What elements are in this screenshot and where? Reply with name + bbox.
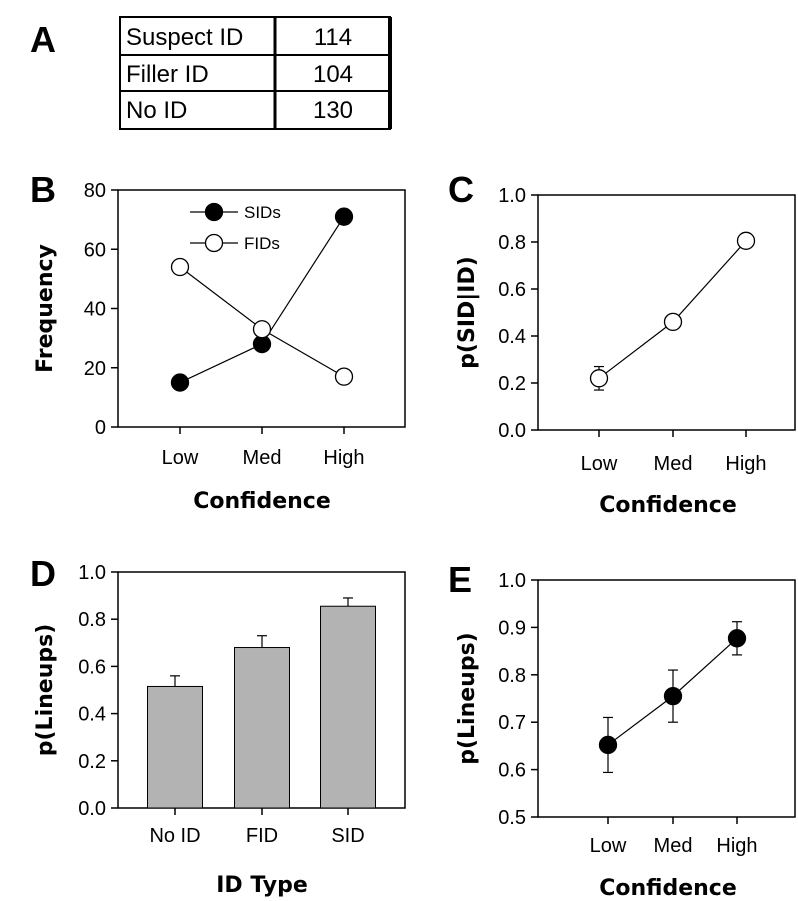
y-tick-label: 0.8 [498, 232, 526, 254]
x-tick-label: Med [654, 453, 693, 475]
panel-letter-d: D [30, 553, 56, 594]
table-row-value: 104 [313, 61, 353, 88]
y-axis-title: p(Lineups) [33, 624, 58, 757]
bar [320, 605, 376, 809]
x-tick-label: Low [581, 453, 618, 475]
x-tick-label: SID [331, 825, 364, 847]
y-tick-label: 1.0 [498, 570, 526, 592]
bar [234, 647, 290, 809]
y-tick-label: 80 [84, 180, 106, 202]
y-tick-label: 0.6 [498, 760, 526, 782]
data-point [727, 629, 747, 648]
table-row-label: Filler ID [126, 61, 209, 88]
x-tick-label: Med [654, 835, 693, 857]
y-tick-label: 1.0 [498, 185, 526, 207]
x-axis-title: Confidence [193, 489, 331, 514]
x-axis-title: Confidence [599, 876, 737, 901]
y-tick-label: 0 [95, 417, 106, 439]
y-tick-label: 0.6 [498, 279, 526, 301]
y-tick-label: 0.8 [498, 665, 526, 687]
y-tick-label: 0.4 [498, 326, 526, 348]
data-point [598, 735, 618, 755]
data-point [334, 367, 354, 386]
chart-d-id-type-bars: 0.0 0.2 0.4 0.6 0.8 1.0 No ID FID SID ID Type p(Li… [33, 562, 406, 898]
panel-letter-a: A [30, 19, 56, 60]
series-line [598, 240, 747, 379]
table-row-label: Suspect ID [126, 24, 243, 51]
data-point [663, 312, 683, 332]
bar [147, 685, 203, 809]
panel-letter-b: B [30, 169, 56, 210]
y-tick-label: 0.2 [78, 751, 106, 773]
x-tick-label: FID [246, 825, 278, 847]
y-tick-label: 0.4 [78, 704, 106, 726]
data-point [170, 257, 190, 277]
summary-table: Suspect ID 114 Filler ID 104 No ID 130 [119, 16, 392, 130]
y-tick-label: 1.0 [78, 562, 106, 584]
plot-frame [537, 579, 796, 818]
y-tick-label: 0.2 [498, 373, 526, 395]
chart-b-frequency: 0 20 40 60 80 Low Med High Confidence Frequency SI… [33, 180, 406, 514]
y-tick-label: 0.8 [78, 609, 106, 631]
legend-marker [204, 233, 224, 253]
legend-label: FIDs [244, 234, 280, 253]
x-tick-label: High [323, 447, 364, 469]
y-tick-label: 40 [84, 299, 106, 321]
y-tick-label: 0.0 [78, 798, 106, 820]
legend-marker [204, 202, 224, 222]
y-tick-label: 0.9 [498, 617, 526, 639]
x-tick-label: Low [162, 447, 199, 469]
x-axis-title: ID Type [216, 873, 308, 898]
y-axis-title: p(SID|ID) [455, 256, 480, 369]
y-tick-label: 0.6 [78, 656, 106, 678]
data-point [170, 373, 190, 392]
panel-letter-e: E [448, 559, 472, 600]
y-tick-label: 20 [84, 358, 106, 380]
y-tick-label: 0.0 [498, 420, 526, 442]
y-tick-label: 0.7 [498, 712, 526, 734]
chart-c-p-sid-id: 0.0 0.2 0.4 0.6 0.8 1.0 Low Med High Confidence p(… [455, 185, 796, 518]
x-tick-label: Med [243, 447, 282, 469]
data-point [736, 231, 756, 250]
legend-label: SIDs [244, 203, 281, 222]
panel-letter-c: C [448, 169, 474, 210]
y-tick-label: 0.5 [498, 807, 526, 829]
table-row-value: 130 [313, 97, 353, 124]
data-point [252, 320, 272, 339]
y-axis-title: p(Lineups) [455, 632, 480, 765]
data-point [334, 207, 354, 226]
table-row-label: No ID [126, 97, 187, 124]
plot-frame [117, 189, 406, 428]
y-axis-title: Frequency [33, 244, 58, 373]
x-tick-label: No ID [149, 825, 200, 847]
chart-e-p-lineups: 0.5 0.6 0.7 0.8 0.9 1.0 Low Med High Confidence p(… [455, 570, 796, 901]
x-tick-label: High [716, 835, 757, 857]
table-row-value: 114 [314, 24, 352, 51]
x-tick-label: Low [590, 835, 627, 857]
data-point [663, 686, 683, 706]
plot-frame [537, 194, 796, 431]
x-tick-label: High [725, 453, 766, 475]
x-axis-title: Confidence [599, 493, 737, 518]
data-point [589, 369, 609, 388]
y-tick-label: 60 [84, 239, 106, 261]
